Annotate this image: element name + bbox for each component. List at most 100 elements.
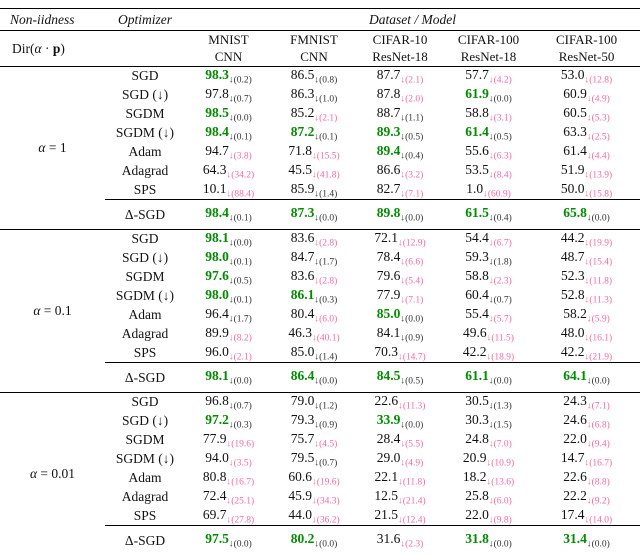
accuracy-cell: 79.6↓(5.4) [356, 268, 444, 287]
accuracy-value: 87.8 [376, 85, 401, 101]
accuracy-value: 96.4 [205, 305, 229, 321]
delta-sgd-row: Δ-SGD 98.1↓(0.0) 86.4↓(0.0) 84.5↓(0.5) 61.1↓… [0, 362, 640, 393]
accuracy-drop: ↓(16.7) [584, 458, 613, 469]
accuracy-cell: 96.0↓(2.1) [185, 344, 272, 363]
accuracy-cell: 14.7↓(16.7) [533, 450, 640, 469]
accuracy-drop: ↓(0.0) [488, 94, 512, 105]
accuracy-cell: 48.7↓(15.4) [533, 249, 640, 268]
accuracy-value: 52.8 [561, 286, 585, 302]
accuracy-cell: 82.7↓(7.1) [356, 181, 444, 200]
accuracy-cell: 61.4↓(0.5) [444, 124, 533, 143]
accuracy-cell: 98.1↓(0.0) [185, 230, 272, 249]
optimizer-label: Adagrad [121, 326, 169, 341]
optimizer-label: SGDM (↓) [115, 451, 175, 466]
accuracy-value: 77.9 [202, 430, 227, 446]
accuracy-value: 96.8 [205, 393, 229, 408]
accuracy-value: 88.7 [376, 104, 401, 120]
optimizer-row: Adagrad 64.3↓(34.2) 45.5↓(41.8) 86.6↓(3.2) 5… [0, 162, 640, 181]
accuracy-value: 64.1 [563, 368, 587, 384]
accuracy-value: 96.0 [205, 343, 229, 359]
accuracy-drop: ↓(0.7) [314, 458, 338, 469]
accuracy-value: 98.5 [205, 104, 229, 120]
accuracy-value: 44.2 [560, 230, 585, 245]
accuracy-cell: 28.4↓(5.5) [356, 431, 444, 450]
optimizer-row: SGDM 98.5↓(0.0) 85.2↓(2.1) 88.7↓(1.1) 58.8↓(… [0, 105, 640, 124]
accuracy-value: 89.8 [376, 205, 401, 221]
accuracy-cell: 97.8↓(0.7) [185, 86, 272, 105]
accuracy-value: 48.7 [560, 248, 585, 264]
accuracy-cell: 55.6↓(6.3) [444, 143, 533, 162]
accuracy-drop: ↓(10.9) [486, 458, 515, 469]
accuracy-cell: 53.5↓(8.4) [444, 162, 533, 181]
accuracy-cell: 80.2↓(0.0) [272, 525, 356, 555]
accuracy-value: 94.0 [205, 449, 229, 465]
accuracy-value: 30.5 [465, 393, 489, 408]
accuracy-cell: 77.9↓(19.6) [185, 431, 272, 450]
accuracy-cell: 98.0↓(0.1) [185, 249, 272, 268]
accuracy-drop: ↓(9.8) [488, 515, 512, 525]
accuracy-cell: 30.5↓(1.3) [444, 393, 533, 412]
accuracy-drop: ↓(5.5) [400, 439, 424, 450]
table-body: α = 1 SGD 98.3↓(0.2) 86.5↓(0.8) 87.7↓(2.1) 57… [0, 66, 640, 555]
accuracy-drop: ↓(0.5) [400, 132, 424, 143]
accuracy-value: 58.2 [563, 305, 587, 321]
accuracy-cell: 31.8↓(0.0) [444, 525, 533, 555]
optimizer-row: SGD (↓) 98.0↓(0.1) 84.7↓(1.7) 78.4↓(6.6) 59.… [0, 249, 640, 268]
accuracy-cell: 63.3↓(2.5) [533, 124, 640, 143]
accuracy-drop: ↓(2.5) [586, 132, 610, 143]
accuracy-drop: ↓(3.2) [400, 170, 424, 181]
accuracy-value: 83.6 [290, 267, 315, 283]
accuracy-value: 78.4 [376, 248, 401, 264]
accuracy-value: 98.1 [205, 230, 229, 245]
accuracy-drop: ↓(4.4) [586, 151, 610, 162]
accuracy-value: 53.0 [560, 67, 585, 82]
accuracy-drop: ↓(0.9) [314, 420, 338, 431]
accuracy-cell: 89.3↓(0.5) [356, 124, 444, 143]
optimizer-row: SGDM 97.6↓(0.5) 83.6↓(2.8) 79.6↓(5.4) 58.8↓(… [0, 268, 640, 287]
accuracy-cell: 50.0↓(15.8) [533, 181, 640, 200]
accuracy-cell: 85.0↓(1.4) [272, 344, 356, 363]
accuracy-drop: ↓(1.7) [228, 314, 252, 325]
accuracy-drop: ↓(2.3) [488, 276, 512, 287]
accuracy-value: 98.0 [205, 286, 229, 302]
accuracy-value: 85.0 [290, 343, 315, 359]
optimizer-label: SPS [133, 507, 157, 523]
accuracy-drop: ↓(0.5) [228, 276, 252, 287]
accuracy-drop: ↓(41.8) [311, 170, 340, 181]
accuracy-value: 97.5 [205, 531, 229, 547]
accuracy-drop: ↓(0.2) [228, 75, 252, 86]
accuracy-value: 70.3 [374, 343, 398, 359]
accuracy-value: 75.7 [290, 430, 315, 446]
accuracy-value: 49.6 [463, 324, 487, 340]
accuracy-value: 97.6 [205, 267, 229, 283]
accuracy-value: 10.1 [202, 180, 227, 196]
accuracy-cell: 25.8↓(6.0) [444, 488, 533, 507]
optimizer-row: Adam 96.4↓(1.7) 80.4↓(6.0) 85.0↓(0.0) 55.4↓(… [0, 306, 640, 325]
accuracy-value: 89.9 [205, 324, 229, 340]
accuracy-cell: 86.3↓(1.0) [272, 86, 356, 105]
accuracy-cell: 52.8↓(11.3) [533, 287, 640, 306]
accuracy-value: 86.5 [290, 67, 315, 82]
accuracy-value: 21.5 [374, 506, 398, 522]
optimizer-label: SPS [133, 181, 157, 197]
accuracy-value: 60.5 [563, 104, 587, 120]
accuracy-cell: 75.7↓(4.5) [272, 431, 356, 450]
accuracy-drop: ↓(0.0) [314, 213, 338, 224]
accuracy-value: 24.3 [563, 393, 587, 408]
accuracy-value: 60.9 [563, 85, 587, 101]
accuracy-value: 87.3 [290, 205, 315, 221]
accuracy-drop: ↓(11.5) [486, 333, 514, 344]
accuracy-drop: ↓(13.9) [584, 170, 613, 181]
accuracy-cell: 53.0↓(12.8) [533, 67, 640, 86]
accuracy-drop: ↓(8.8) [586, 477, 610, 488]
accuracy-value: 89.4 [376, 142, 401, 158]
accuracy-drop: ↓(1.3) [488, 401, 512, 412]
header-non-iidness: Non-iidness [0, 8, 105, 31]
accuracy-cell: 87.2↓(0.1) [272, 124, 356, 143]
accuracy-drop: ↓(2.1) [314, 113, 338, 124]
accuracy-drop: ↓(0.0) [400, 213, 424, 224]
accuracy-drop: ↓(8.4) [488, 170, 512, 181]
accuracy-value: 24.6 [563, 411, 587, 427]
accuracy-cell: 69.7↓(27.8) [185, 507, 272, 526]
accuracy-value: 77.9 [376, 286, 401, 302]
